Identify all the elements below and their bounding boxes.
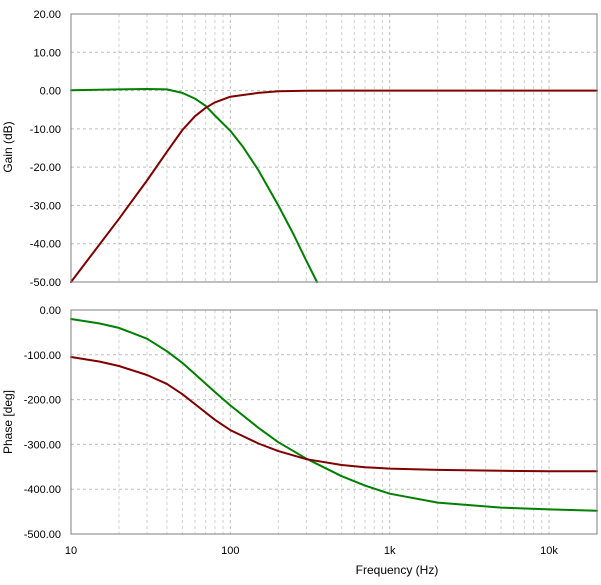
- plot-frame: [70, 309, 598, 535]
- series-line: [70, 89, 598, 283]
- y-tick-label: 10.00: [33, 47, 61, 59]
- y-tick-label: -10.00: [30, 124, 61, 136]
- y-tick-label: 0.00: [40, 86, 61, 98]
- series-line: [70, 88, 318, 283]
- y-tick-label: -20.00: [30, 162, 61, 174]
- series-line: [70, 356, 598, 473]
- y-tick-label: -50.00: [30, 277, 61, 289]
- phase-axis-label: Phase [deg]: [1, 390, 15, 454]
- y-tick-label: -40.00: [30, 239, 61, 251]
- tick-labels: 20.00 10.00 0.00 -10.00 -20.00 -30.00 -40.00 -5…: [24, 9, 559, 557]
- x-axis-label: Frequency (Hz): [356, 563, 439, 577]
- gain-axis-label: Gain (dB): [1, 121, 15, 172]
- y-tick-label: -300.00: [24, 439, 61, 451]
- y-tick-label: -200.00: [24, 395, 61, 407]
- x-tick-label: 10: [65, 545, 77, 557]
- y-tick-label: 0.00: [40, 305, 61, 317]
- plot-frames: [70, 13, 598, 535]
- grid-lines: [71, 14, 598, 534]
- y-tick-label: -500.00: [24, 529, 61, 541]
- y-tick-label: -100.00: [24, 350, 61, 362]
- plot-frame: [70, 13, 598, 283]
- y-tick-label: -30.00: [30, 200, 61, 212]
- plot-curves: [70, 88, 598, 512]
- x-tick-label: 100: [221, 545, 239, 557]
- x-tick-label: 1k: [384, 545, 396, 557]
- y-tick-label: 20.00: [33, 9, 61, 21]
- x-tick-label: 10k: [540, 545, 558, 557]
- series-line: [70, 318, 598, 512]
- y-tick-label: -400.00: [24, 484, 61, 496]
